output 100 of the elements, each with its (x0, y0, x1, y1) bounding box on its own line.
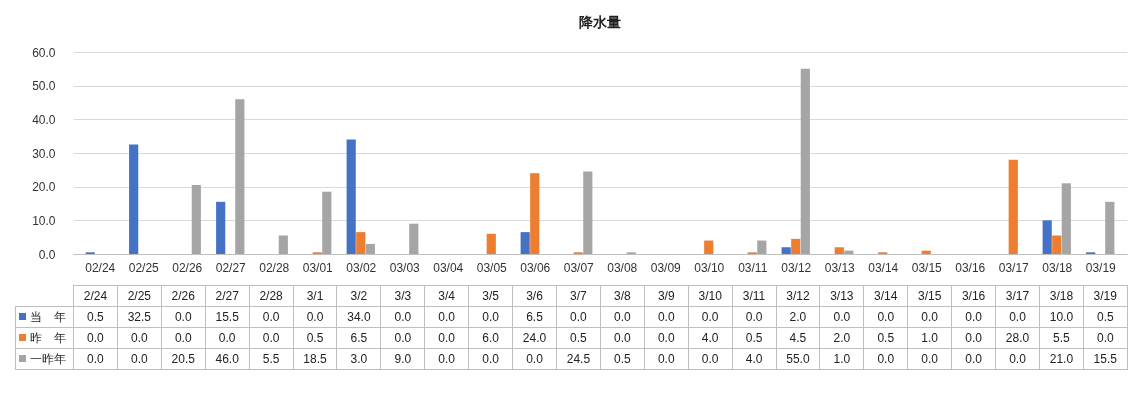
bar (1061, 183, 1071, 254)
data-label: 0.5 (863, 327, 908, 349)
text: 2/28 (249, 285, 294, 307)
x-tick-label: 03/16 (955, 260, 986, 275)
data-label: 28.0 (995, 327, 1040, 349)
data-label: 55.0 (776, 348, 820, 370)
text: 3/16 (951, 285, 996, 307)
y-tick-label: 10.0 (32, 213, 56, 228)
x-tick-label: 02/26 (172, 260, 203, 275)
text: 3/9 (644, 285, 689, 307)
text: 3/15 (907, 285, 952, 307)
x-tick-label: 03/02 (346, 260, 377, 275)
data-label: 0.0 (117, 348, 162, 370)
bar (583, 171, 593, 254)
data-label: 0.0 (249, 327, 294, 349)
bar (704, 240, 714, 254)
bar (235, 99, 245, 254)
bar (1042, 220, 1052, 254)
data-label: 0.0 (117, 327, 162, 349)
x-tick-label: 03/01 (302, 260, 334, 275)
data-label: 2.0 (776, 306, 820, 328)
data-label: 0.0 (907, 348, 952, 370)
x-tick-label: 03/12 (781, 260, 812, 275)
bar (530, 173, 540, 254)
data-label: 1.0 (819, 348, 864, 370)
x-tick-label: 03/08 (607, 260, 638, 275)
data-label: 0.0 (863, 348, 908, 370)
data-label: 0.0 (424, 306, 469, 328)
x-tick-label: 03/15 (911, 260, 943, 275)
text: 3/8 (600, 285, 645, 307)
x-tick-label: 03/03 (389, 260, 421, 275)
data-label: 0.0 (644, 327, 689, 349)
data-label: 0.0 (688, 306, 733, 328)
x-tick-label: 03/11 (738, 260, 768, 275)
data-label: 0.0 (73, 327, 118, 349)
x-tick-label: 02/25 (128, 260, 160, 275)
data-label: 0.0 (995, 306, 1040, 328)
bar (1105, 201, 1115, 254)
bar (356, 232, 366, 254)
x-tick-label: 02/28 (259, 260, 290, 275)
data-label: 0.0 (512, 348, 557, 370)
data-label: 0.0 (600, 306, 645, 328)
data-label: 0.0 (951, 327, 996, 349)
data-label: 6.0 (468, 327, 513, 349)
data-label: 0.0 (732, 306, 776, 328)
data-label: 4.5 (776, 327, 820, 349)
data-label: 34.0 (336, 306, 381, 328)
data-label: 0.0 (161, 306, 206, 328)
bar (129, 144, 139, 254)
text: 3/2 (336, 285, 381, 307)
data-label: 0.0 (380, 306, 425, 328)
data-label: 1.0 (907, 327, 952, 349)
legend-label: 一昨年 (15, 348, 74, 370)
bar (365, 243, 375, 254)
data-label: 3.0 (336, 348, 381, 370)
bar (191, 184, 201, 254)
data-label: 0.0 (951, 306, 996, 328)
x-tick-label: 02/24 (85, 260, 116, 275)
bar (486, 233, 496, 254)
text: 2/26 (161, 285, 206, 307)
data-label: 18.5 (293, 348, 337, 370)
data-label: 0.5 (600, 348, 645, 370)
legend-label: 当 年 (15, 306, 74, 328)
data-label: 0.0 (951, 348, 996, 370)
bar (1052, 235, 1062, 254)
data-label: 0.0 (644, 348, 689, 370)
text: 3/12 (776, 285, 820, 307)
x-tick-label: 03/04 (433, 260, 464, 275)
data-label: 15.5 (205, 306, 250, 328)
data-label: 4.0 (688, 327, 733, 349)
data-label: 21.0 (1039, 348, 1084, 370)
x-tick-label: 03/13 (824, 260, 856, 275)
data-label: 24.0 (512, 327, 557, 349)
data-label: 0.0 (863, 306, 908, 328)
text: 3/3 (380, 285, 425, 307)
text: 3/13 (819, 285, 864, 307)
x-tick-label: 03/06 (520, 260, 551, 275)
data-label: 2.0 (819, 327, 864, 349)
data-label: 0.0 (249, 306, 294, 328)
x-tick-label: 03/14 (868, 260, 899, 275)
text: 3/7 (556, 285, 601, 307)
bar (800, 68, 810, 254)
data-label: 0.5 (293, 327, 337, 349)
text: 3/1 (293, 285, 337, 307)
data-label: 0.0 (1083, 327, 1128, 349)
x-tick-label: 03/10 (694, 260, 725, 275)
data-label: 9.0 (380, 348, 425, 370)
data-label: 0.0 (644, 306, 689, 328)
data-label: 0.0 (161, 327, 206, 349)
text: 3/10 (688, 285, 733, 307)
y-tick-label: 60.0 (32, 45, 56, 60)
bar (757, 240, 767, 254)
x-tick-label: 03/19 (1085, 260, 1117, 275)
data-label: 4.0 (732, 348, 776, 370)
data-label: 0.5 (556, 327, 601, 349)
data-label: 6.5 (336, 327, 381, 349)
text: 3/19 (1083, 285, 1128, 307)
bar (278, 235, 288, 254)
data-label: 32.5 (117, 306, 162, 328)
data-label: 0.0 (424, 348, 469, 370)
